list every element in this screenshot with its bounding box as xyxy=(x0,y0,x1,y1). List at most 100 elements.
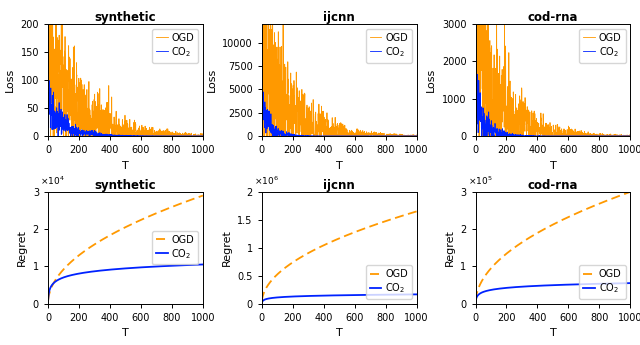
Y-axis label: Regret: Regret xyxy=(17,229,27,266)
OGD xyxy=(540,227,548,231)
CO$_2$ xyxy=(107,267,115,272)
Legend: OGD, CO$_2$: OGD, CO$_2$ xyxy=(152,231,198,265)
CO$_2$ xyxy=(168,134,176,138)
CO$_2$ xyxy=(108,133,115,137)
CO$_2$ xyxy=(168,264,175,268)
OGD xyxy=(593,133,600,137)
OGD xyxy=(595,202,603,206)
OGD xyxy=(593,203,600,207)
Line: OGD: OGD xyxy=(476,192,630,300)
OGD xyxy=(274,272,282,276)
CO$_2$ xyxy=(472,299,479,304)
Line: CO$_2$: CO$_2$ xyxy=(476,74,630,136)
OGD xyxy=(326,240,334,244)
CO$_2$ xyxy=(150,265,158,269)
OGD xyxy=(259,134,267,138)
CO$_2$ xyxy=(481,134,488,138)
OGD xyxy=(113,126,120,130)
Text: $\times10^6$: $\times10^6$ xyxy=(254,175,279,187)
OGD xyxy=(274,117,282,121)
OGD xyxy=(168,132,176,136)
Legend: OGD, CO$_2$: OGD, CO$_2$ xyxy=(579,265,625,299)
OGD xyxy=(379,134,387,138)
X-axis label: T: T xyxy=(122,160,129,170)
CO$_2$ xyxy=(472,95,479,99)
Line: OGD: OGD xyxy=(262,0,417,136)
Title: synthetic: synthetic xyxy=(95,179,156,192)
CO$_2$ xyxy=(60,275,68,279)
OGD xyxy=(364,225,372,229)
OGD xyxy=(326,125,334,129)
Line: OGD: OGD xyxy=(262,211,417,301)
OGD xyxy=(534,230,542,235)
CO$_2$ xyxy=(534,134,542,138)
OGD xyxy=(579,130,586,134)
CO$_2$ xyxy=(381,293,389,297)
X-axis label: T: T xyxy=(336,160,342,170)
OGD xyxy=(379,220,387,224)
CO$_2$ xyxy=(326,293,334,297)
CO$_2$ xyxy=(579,134,586,138)
CO$_2$ xyxy=(474,72,481,76)
CO$_2$ xyxy=(258,300,266,305)
CO$_2$ xyxy=(113,134,120,138)
Y-axis label: Regret: Regret xyxy=(222,229,232,266)
OGD xyxy=(108,121,115,126)
CO$_2$ xyxy=(259,90,267,94)
CO$_2$ xyxy=(595,282,603,286)
CO$_2$ xyxy=(44,298,52,302)
OGD xyxy=(151,130,159,134)
OGD xyxy=(472,298,479,302)
OGD xyxy=(168,205,175,209)
CO$_2$ xyxy=(379,134,387,138)
OGD xyxy=(413,133,420,137)
CO$_2$ xyxy=(540,134,548,138)
Title: synthetic: synthetic xyxy=(95,11,156,24)
OGD xyxy=(578,209,586,213)
X-axis label: T: T xyxy=(550,160,556,170)
OGD xyxy=(321,134,328,138)
CO$_2$ xyxy=(534,284,542,288)
CO$_2$ xyxy=(321,294,328,298)
Legend: OGD, CO$_2$: OGD, CO$_2$ xyxy=(365,29,412,62)
OGD xyxy=(627,190,634,194)
Line: CO$_2$: CO$_2$ xyxy=(48,265,203,300)
X-axis label: T: T xyxy=(336,328,342,338)
Text: $\times10^5$: $\times10^5$ xyxy=(468,175,492,187)
OGD xyxy=(150,212,158,216)
Text: $\times10^4$: $\times10^4$ xyxy=(40,175,65,187)
X-axis label: T: T xyxy=(122,328,129,338)
Legend: OGD, CO$_2$: OGD, CO$_2$ xyxy=(152,29,198,62)
OGD xyxy=(258,73,266,78)
CO$_2$ xyxy=(326,134,334,138)
CO$_2$ xyxy=(199,263,207,267)
OGD xyxy=(365,134,372,138)
CO$_2$ xyxy=(488,288,495,292)
OGD xyxy=(382,134,390,138)
Y-axis label: Regret: Regret xyxy=(445,229,454,266)
OGD xyxy=(540,125,548,129)
Title: ijcnn: ijcnn xyxy=(323,179,355,192)
Line: CO$_2$: CO$_2$ xyxy=(262,294,417,303)
CO$_2$ xyxy=(596,134,604,138)
OGD xyxy=(381,219,389,223)
CO$_2$ xyxy=(258,98,266,102)
Line: OGD: OGD xyxy=(476,0,630,136)
CO$_2$ xyxy=(578,282,586,286)
Y-axis label: Loss: Loss xyxy=(207,68,216,92)
OGD xyxy=(321,243,328,247)
Line: CO$_2$: CO$_2$ xyxy=(262,92,417,136)
OGD xyxy=(199,194,207,198)
Line: CO$_2$: CO$_2$ xyxy=(476,283,630,302)
OGD xyxy=(60,267,68,271)
CO$_2$ xyxy=(593,134,600,138)
CO$_2$ xyxy=(113,267,120,271)
CO$_2$ xyxy=(274,127,282,131)
CO$_2$ xyxy=(413,292,420,296)
CO$_2$ xyxy=(151,134,159,138)
OGD xyxy=(534,126,542,130)
Y-axis label: Loss: Loss xyxy=(5,68,15,92)
OGD xyxy=(44,52,52,57)
OGD xyxy=(165,130,173,134)
Line: OGD: OGD xyxy=(48,196,203,300)
